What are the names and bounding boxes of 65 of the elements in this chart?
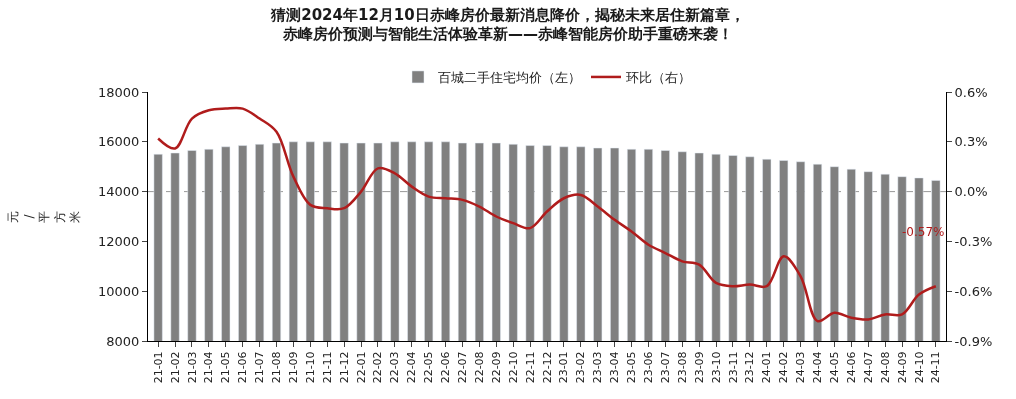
- x-tick-label: 21-09: [286, 351, 300, 384]
- x-tick-label: 21-11: [320, 351, 334, 384]
- x-tick-label: 23-11: [726, 351, 740, 384]
- x-tick-label: 22-10: [506, 351, 520, 384]
- x-tick-label: 21-04: [202, 351, 216, 384]
- x-tick-label: 22-02: [371, 351, 385, 384]
- y-tick-label: 10000: [98, 283, 140, 299]
- x-tick-label: 24-07: [861, 351, 875, 384]
- x-tick-label: 24-10: [912, 351, 926, 384]
- x-tick-label: 23-10: [709, 351, 723, 384]
- x-tick-label: 23-06: [642, 351, 656, 384]
- x-tick-label: 23-02: [574, 351, 588, 384]
- x-tick-label: 23-07: [658, 351, 672, 384]
- x-tick-label: 21-10: [303, 351, 317, 384]
- x-tick-label: 21-12: [337, 351, 351, 384]
- x-tick-label: 23-03: [591, 351, 605, 384]
- x-tick-label: 23-09: [692, 351, 706, 384]
- x-tick-label: 22-08: [472, 351, 486, 384]
- x-tick-label: 24-08: [878, 351, 892, 384]
- x-tick-label: 23-04: [608, 351, 622, 384]
- x-tick-label: 21-01: [151, 351, 165, 384]
- annotation: -0.57%: [902, 225, 945, 239]
- x-tick-label: 22-09: [489, 351, 503, 384]
- y2-tick-label: -0.3%: [954, 233, 993, 249]
- x-tick-label: 22-03: [388, 351, 402, 384]
- x-tick-label: 24-11: [929, 351, 943, 384]
- legend-label: 环比（右）: [626, 70, 691, 86]
- chart-title: 猜测2024年12月10日赤峰房价最新消息降价，揭秘未来居住新篇章，: [270, 5, 745, 24]
- x-tick-label: 21-02: [168, 351, 182, 384]
- y-axis-title: 元/平方米: [5, 210, 83, 223]
- x-tick-label: 22-04: [405, 351, 419, 384]
- y2-tick-label: 0.6%: [954, 84, 988, 100]
- x-tick-label: 23-05: [625, 351, 639, 384]
- y2-tick-label: 0.3%: [954, 134, 988, 150]
- x-tick-label: 24-09: [895, 351, 909, 384]
- x-tick-label: 21-03: [185, 351, 199, 384]
- x-tick-label: 22-11: [523, 351, 537, 384]
- x-tick-label: 21-07: [253, 351, 267, 384]
- x-tick-label: 22-01: [354, 351, 368, 384]
- y2-tick-label: -0.6%: [954, 283, 993, 299]
- x-tick-label: 21-08: [270, 351, 284, 384]
- y-tick-label: 12000: [98, 233, 140, 249]
- legend-label: 百城二手住宅均价（左）: [438, 70, 581, 86]
- x-tick-label: 23-12: [743, 351, 757, 384]
- y-tick-label: 16000: [98, 134, 140, 150]
- y-tick-label: 14000: [98, 184, 140, 200]
- x-tick-label: 24-03: [794, 351, 808, 384]
- x-tick-label: 24-04: [811, 351, 825, 384]
- y-tick-label: 18000: [98, 84, 140, 100]
- x-tick-label: 23-08: [675, 351, 689, 384]
- x-tick-label: 22-12: [540, 351, 554, 384]
- x-tick-label: 24-05: [827, 351, 841, 384]
- y2-tick-label: 0.0%: [954, 184, 988, 200]
- x-tick-label: 24-01: [760, 351, 774, 384]
- y2-tick-label: -0.9%: [954, 333, 993, 349]
- chart-subtitle: 赤峰房价预测与智能生活体验革新——赤峰智能房价助手重磅来袭！: [282, 25, 733, 44]
- x-tick-label: 21-05: [219, 351, 233, 384]
- x-tick-label: 24-02: [777, 351, 791, 384]
- x-tick-label: 22-06: [439, 351, 453, 384]
- x-tick-label: 23-01: [557, 351, 571, 384]
- x-tick-label: 22-05: [422, 351, 436, 384]
- x-tick-label: 22-07: [456, 351, 470, 384]
- x-tick-label: 24-06: [844, 351, 858, 384]
- x-tick-label: 21-06: [236, 351, 250, 384]
- y-tick-label: 8000: [106, 333, 140, 349]
